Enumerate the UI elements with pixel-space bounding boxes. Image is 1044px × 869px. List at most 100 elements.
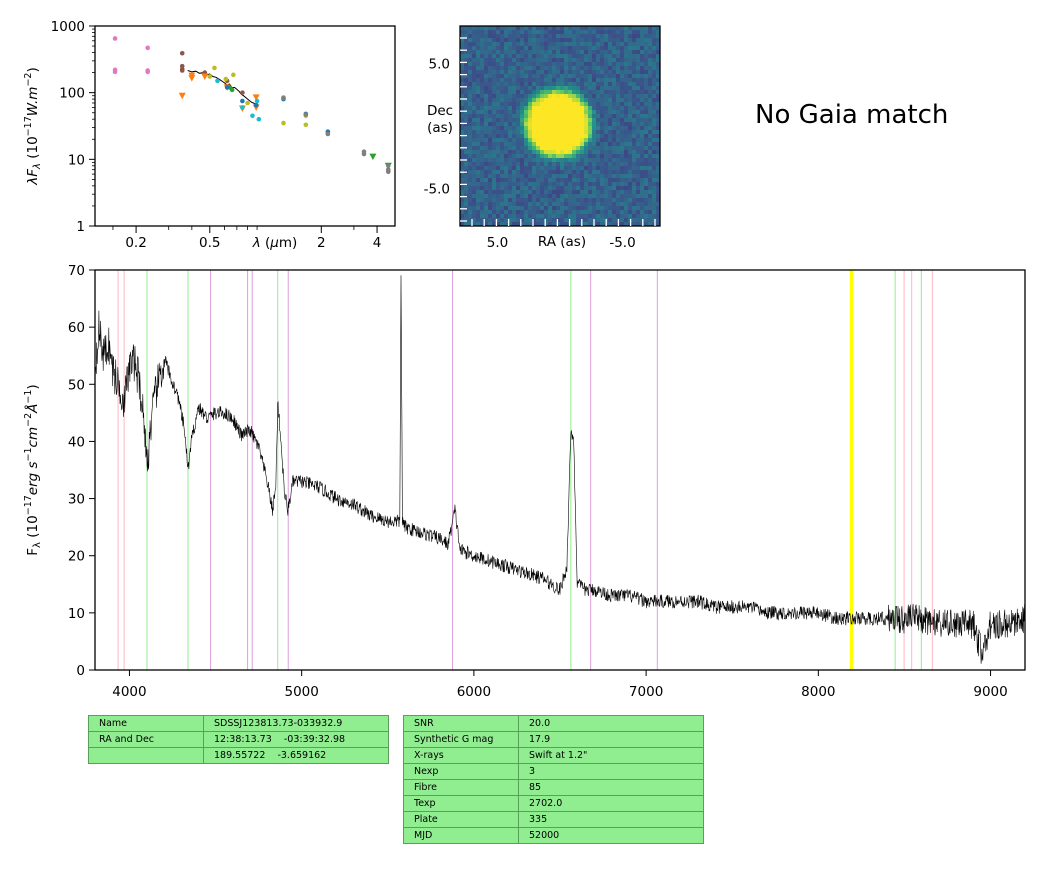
image-pixel <box>608 162 613 167</box>
image-pixel <box>512 98 517 103</box>
image-pixel <box>464 78 469 83</box>
image-pixel <box>632 106 637 111</box>
image-pixel <box>564 118 569 123</box>
image-pixel <box>472 118 477 123</box>
image-pixel <box>628 162 633 167</box>
image-pixel <box>636 218 641 223</box>
image-pixel <box>536 166 541 171</box>
image-pixel <box>644 78 649 83</box>
image-pixel <box>496 146 501 151</box>
image-pixel <box>560 174 565 179</box>
image-pixel <box>564 106 569 111</box>
image-pixel <box>568 110 573 115</box>
image-pixel <box>612 70 617 75</box>
image-pixel <box>652 154 657 159</box>
image-pixel <box>524 42 529 47</box>
image-pixel <box>508 118 513 123</box>
image-pixel <box>540 30 545 35</box>
image-pixel <box>492 214 497 219</box>
image-pixel <box>532 42 537 47</box>
image-pixel <box>504 154 509 159</box>
image-pixel <box>640 174 645 179</box>
image-pixel <box>552 162 557 167</box>
image-pixel <box>468 106 473 111</box>
image-pixel <box>612 130 617 135</box>
image-pixel <box>652 54 657 59</box>
image-pixel <box>620 26 625 31</box>
image-pixel <box>636 86 641 91</box>
image-pixel <box>560 42 565 47</box>
image-pixel <box>580 210 585 215</box>
image-pixel <box>652 62 657 67</box>
image-pixel <box>496 110 501 115</box>
image-pixel <box>488 38 493 43</box>
image-pixel <box>480 190 485 195</box>
table-value-cell: Swift at 1.2" <box>518 747 704 764</box>
image-pixel <box>620 190 625 195</box>
image-pixel <box>572 202 577 207</box>
image-pixel <box>476 46 481 51</box>
image-pixel <box>484 182 489 187</box>
image-pixel <box>512 214 517 219</box>
image-pixel <box>536 162 541 167</box>
image-pixel <box>652 206 657 211</box>
image-pixel <box>468 38 473 43</box>
image-pixel <box>460 62 465 67</box>
image-pixel <box>508 146 513 151</box>
image-pixel <box>540 210 545 215</box>
image-pixel <box>468 30 473 35</box>
image-pixel <box>624 142 629 147</box>
image-pixel <box>628 130 633 135</box>
image-pixel <box>544 150 549 155</box>
image-pixel <box>640 190 645 195</box>
image-pixel <box>604 126 609 131</box>
image-pixel <box>556 194 561 199</box>
image-pixel <box>484 38 489 43</box>
image-pixel <box>480 182 485 187</box>
image-pixel <box>580 78 585 83</box>
image-pixel <box>484 166 489 171</box>
image-pixel <box>528 54 533 59</box>
image-pixel <box>632 126 637 131</box>
image-pixel <box>548 222 553 227</box>
sed-upper-limit <box>369 153 377 161</box>
image-pixel <box>472 74 477 79</box>
image-pixel <box>560 210 565 215</box>
image-pixel <box>512 86 517 91</box>
image-pixel <box>628 46 633 51</box>
image-pixel <box>504 74 509 79</box>
sed-point <box>303 111 309 117</box>
image-pixel <box>648 222 653 227</box>
image-pixel <box>500 158 505 163</box>
image-pixel <box>484 142 489 147</box>
image-pixel <box>468 194 473 199</box>
image-pixel <box>564 78 569 83</box>
image-pixel <box>504 26 509 31</box>
image-pixel <box>508 134 513 139</box>
image-pixel <box>508 218 513 223</box>
sed-y-tick-label: 100 <box>59 86 85 102</box>
image-pixel <box>616 54 621 59</box>
image-pixel <box>544 42 549 47</box>
sed-point <box>207 74 213 79</box>
image-pixel <box>632 214 637 219</box>
image-pixel <box>520 74 525 79</box>
image-pixel <box>628 74 633 79</box>
image-pixel <box>580 118 585 123</box>
table-row: Fibre 85 <box>403 779 704 796</box>
image-pixel <box>640 198 645 203</box>
image-pixel <box>636 122 641 127</box>
image-pixel <box>604 174 609 179</box>
image-pixel <box>592 138 597 143</box>
image-pixel <box>640 178 645 183</box>
sed-x-tick-label: 0.5 <box>199 235 220 251</box>
image-pixel <box>484 54 489 59</box>
image-pixel <box>536 74 541 79</box>
image-pixel <box>580 178 585 183</box>
image-pixel <box>544 162 549 167</box>
image-pixel <box>520 146 525 151</box>
image-pixel <box>524 218 529 223</box>
image-pixel <box>588 106 593 111</box>
image-pixel <box>600 54 605 59</box>
image-pixel <box>560 34 565 39</box>
